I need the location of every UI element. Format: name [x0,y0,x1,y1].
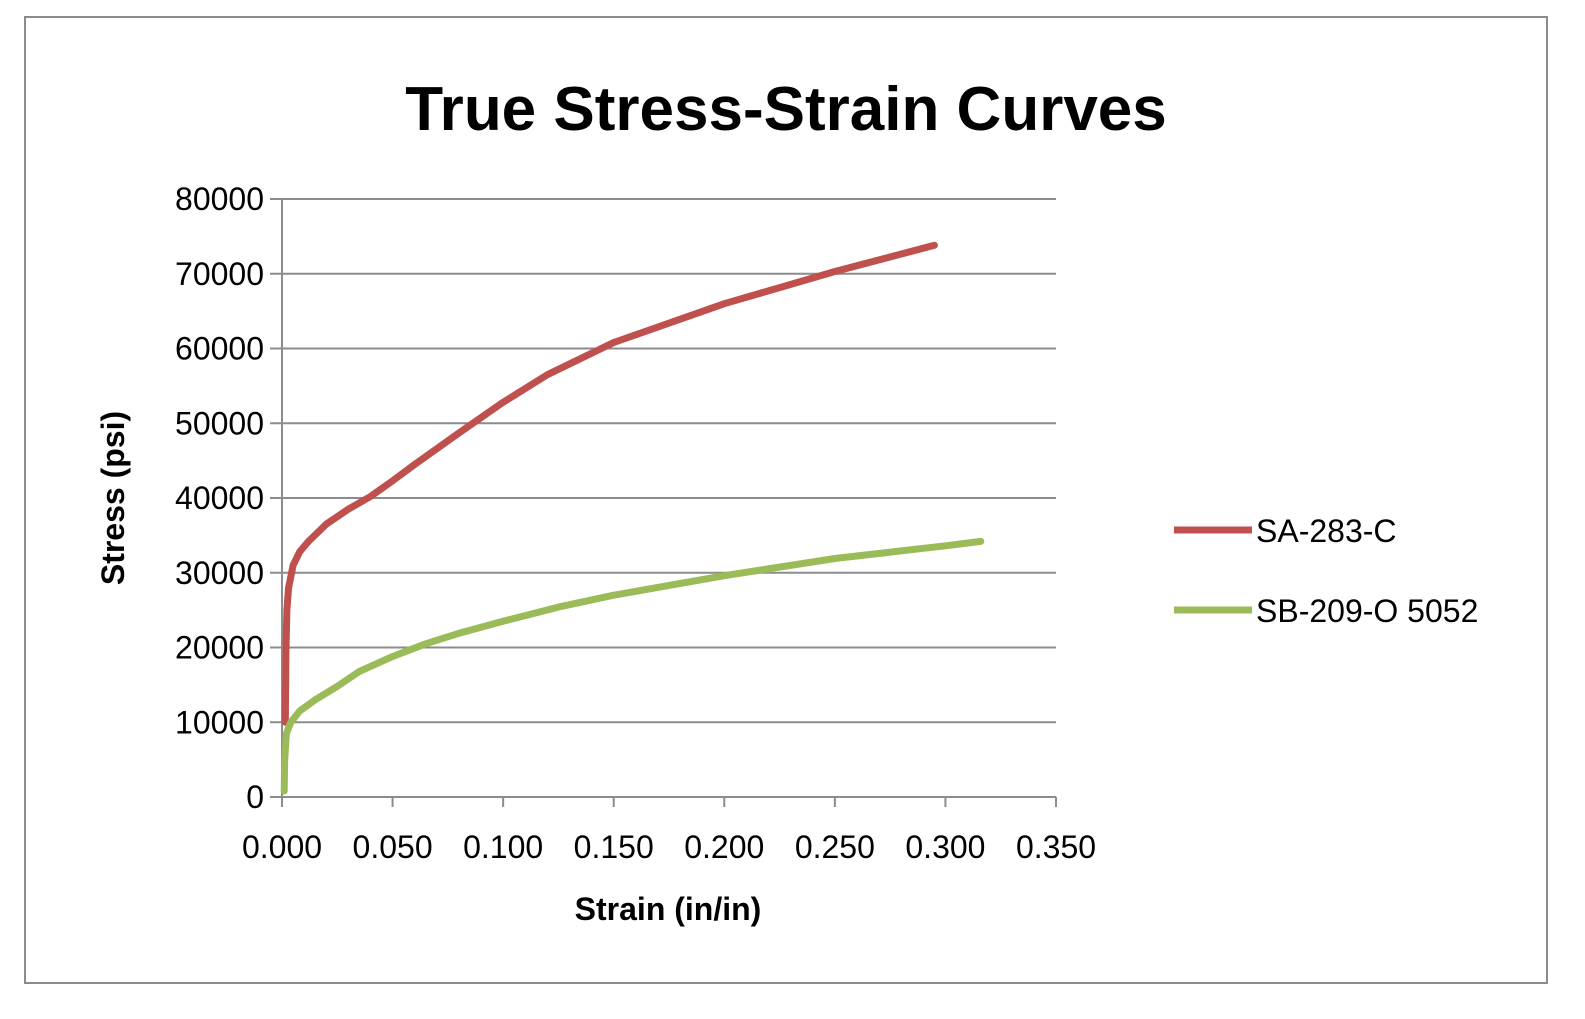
y-tick-label: 0 [246,779,264,815]
y-tick-labels: 0 10000 20000 30000 40000 50000 60000 70000 8000… [175,181,264,815]
y-tick-label: 50000 [175,405,264,441]
x-axis-label: Strain (in/in) [575,891,762,927]
legend-label-2: SB-209-O 5052 [1256,593,1478,629]
grid-layer [270,198,1056,724]
x-tick-label: 0.300 [905,829,985,865]
y-axis-label: Stress (psi) [95,411,131,585]
y-tick-label: 80000 [175,181,264,217]
series-line-2 [280,537,985,795]
x-tick-labels: 0.000 0.050 0.100 0.150 0.200 0.250 0.300 0.350 [242,829,1096,865]
y-tick-label: 60000 [175,331,264,367]
x-tick-label: 0.000 [242,829,322,865]
chart-svg: True Stress-Strain Curves 0 10000 20000 300… [95,75,1478,927]
x-tick-label: 0.100 [463,829,543,865]
legend-label-1: SA-283-C [1256,513,1397,549]
x-tick-label: 0.350 [1016,829,1096,865]
series-line-1 [281,241,938,726]
y-tick-label: 30000 [175,555,264,591]
y-tick-label: 70000 [175,256,264,292]
x-tick-label: 0.250 [795,829,875,865]
y-tick-label: 40000 [175,480,264,516]
axis-layer [270,199,1057,807]
x-tick-label: 0.150 [574,829,654,865]
legend: SA-283-C SB-209-O 5052 [1174,513,1478,629]
x-tick-label: 0.200 [684,829,764,865]
chart-title: True Stress-Strain Curves [405,75,1167,144]
chart-area: True Stress-Strain Curves 0 10000 20000 300… [24,16,1548,984]
x-tick-label: 0.050 [353,829,433,865]
y-tick-label: 10000 [175,704,264,740]
y-tick-label: 20000 [175,630,264,666]
series-layer [280,241,985,795]
